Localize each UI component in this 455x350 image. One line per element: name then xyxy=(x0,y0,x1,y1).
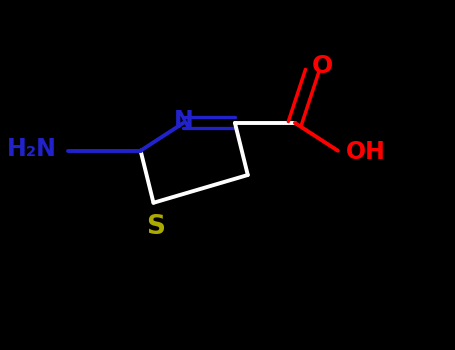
Text: S: S xyxy=(146,214,165,240)
Text: H₂N: H₂N xyxy=(7,137,57,161)
Text: N: N xyxy=(174,109,193,133)
Text: OH: OH xyxy=(346,140,386,164)
Text: O: O xyxy=(312,54,334,78)
